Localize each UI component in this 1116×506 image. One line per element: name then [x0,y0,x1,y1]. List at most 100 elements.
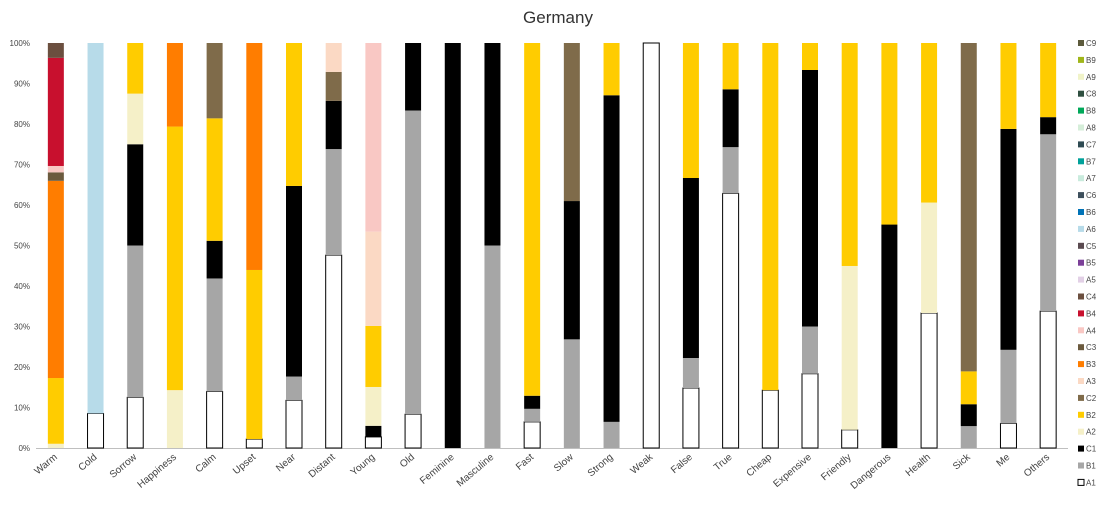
legend-label-a3: A3 [1086,377,1096,386]
bar-segment-b4-warm [47,57,64,166]
bar-segment-a1-young [364,436,382,449]
legend-label-a9: A9 [1086,73,1096,82]
x-tick-label: True [712,452,735,474]
bar-segment-c1-sorrow [127,144,144,246]
legend-swatch-a3 [1078,378,1084,384]
y-tick-label: 70% [14,161,30,170]
bar-segment-c1-masculine [484,43,501,246]
x-tick-label: Slow [552,451,576,474]
legend-swatch-a9 [1078,73,1084,80]
legend-swatch-c1 [1078,445,1084,452]
bar-segment-a2-happiness [166,390,183,448]
x-tick-label: Sorrow [108,451,140,480]
bar-segment-a1-distant [325,254,343,449]
x-tick-label: Fast [514,452,536,473]
bar-segment-b2-friendly [841,43,858,266]
x-tick-label: Sick [951,451,973,472]
y-tick-label: 90% [14,80,30,89]
bar-segment-c4-warm [47,43,64,58]
y-tick-label: 10% [14,404,30,413]
bar-segment-a1-sorrow [126,396,144,449]
bar-segment-b2-dangerous [881,43,898,225]
bar-segment-a4-young [365,43,382,232]
bar-segment-c1-me [1000,128,1017,350]
bar-segment-a6-cold [87,43,104,414]
bar-segment-b3-upset [246,43,263,270]
legend-label-c6: C6 [1086,191,1097,200]
legend-label-b5: B5 [1086,259,1096,268]
bar-segment-a1-calm [206,390,224,449]
legend-label-a4: A4 [1086,326,1096,335]
bar-segment-a2-young [365,386,382,426]
legend-label-a6: A6 [1086,225,1096,234]
legend-label-c7: C7 [1086,140,1097,149]
bar-segment-b1-me [1000,349,1017,424]
y-tick-label: 30% [14,323,30,332]
bar-segment-a1-cheap [761,389,779,449]
bar-segment-b2-happiness [166,126,183,391]
bar-segment-b1-slow [563,339,580,448]
bar-segment-c1-fast [524,395,541,409]
legend-swatch-a2 [1078,428,1084,435]
bar-segment-c1-slow [563,201,580,340]
x-tick-label: Dangerous [849,452,894,492]
bar-segment-b2-warm [47,378,64,444]
bar-segment-b1-true [722,147,739,194]
bar-segment-b2-young [365,325,382,387]
bar-segment-b2-expensive [802,43,818,70]
legend-label-b2: B2 [1086,411,1096,420]
legend-swatch-b7 [1078,158,1084,165]
legend-swatch-b5 [1078,259,1084,266]
legend-swatch-c2 [1078,394,1084,401]
legend-swatch-c4 [1078,293,1084,300]
y-tick-label: 100% [10,39,30,48]
legend-label-a8: A8 [1086,124,1096,133]
x-tick-label: Cheap [745,452,775,480]
y-tick-label: 40% [14,282,30,291]
x-tick-label: Calm [194,452,219,475]
bar-segment-c1-calm [206,240,223,279]
legend-label-b8: B8 [1086,107,1096,116]
bar-segment-c1-true [722,89,739,148]
bar-segment-b2-strong [603,43,620,96]
bar-segment-c1-sick [960,404,977,427]
legend-label-b3: B3 [1086,360,1096,369]
legend-swatch-c3 [1078,344,1084,351]
legend-label-c1: C1 [1086,445,1097,454]
bar-segment-c1-near [286,185,302,377]
bar-segment-b1-near [286,376,302,401]
bar-segment-a3-distant [325,43,342,72]
x-tick-label: Strong [586,452,616,479]
x-tick-label: False [669,452,695,476]
bar-segment-b2-upset [246,269,263,440]
bar-segment-b1-strong [603,421,620,448]
legend-label-c9: C9 [1086,39,1097,48]
bar-segment-a2-health [921,202,938,313]
legend-swatch-b4 [1078,310,1084,317]
bar-segment-c2-slow [563,43,580,202]
legend-label-a5: A5 [1086,276,1096,285]
bar-segment-b1-calm [206,278,223,392]
legend-swatch-b6 [1078,209,1084,215]
bar-segment-a1-old [404,413,422,449]
bar-segment-a1-health [920,312,938,449]
legend-swatch-c7 [1078,141,1084,148]
y-tick-label: 20% [14,363,30,372]
legend-swatch-a4 [1078,327,1084,334]
bar-segment-b2-me [1000,43,1017,129]
legend-swatch-a1 [1077,478,1085,486]
y-tick-label: 80% [14,120,30,129]
bar-segment-b2-sick [960,371,977,405]
x-tick-label: Feminine [418,452,457,487]
x-tick-label: Expensive [772,452,815,490]
bar-segment-b2-cheap [762,43,779,391]
bar-segment-a1-fast [523,421,541,449]
x-tick-label: Me [995,452,1013,470]
y-tick-label: 60% [14,201,30,210]
x-tick-label: Upset [231,452,258,477]
bar-segment-b2-others [1040,43,1057,118]
bar-segment-a1-friendly [841,429,859,449]
legend-swatch-c5 [1078,242,1084,249]
bar-segment-c3-warm [47,172,64,181]
